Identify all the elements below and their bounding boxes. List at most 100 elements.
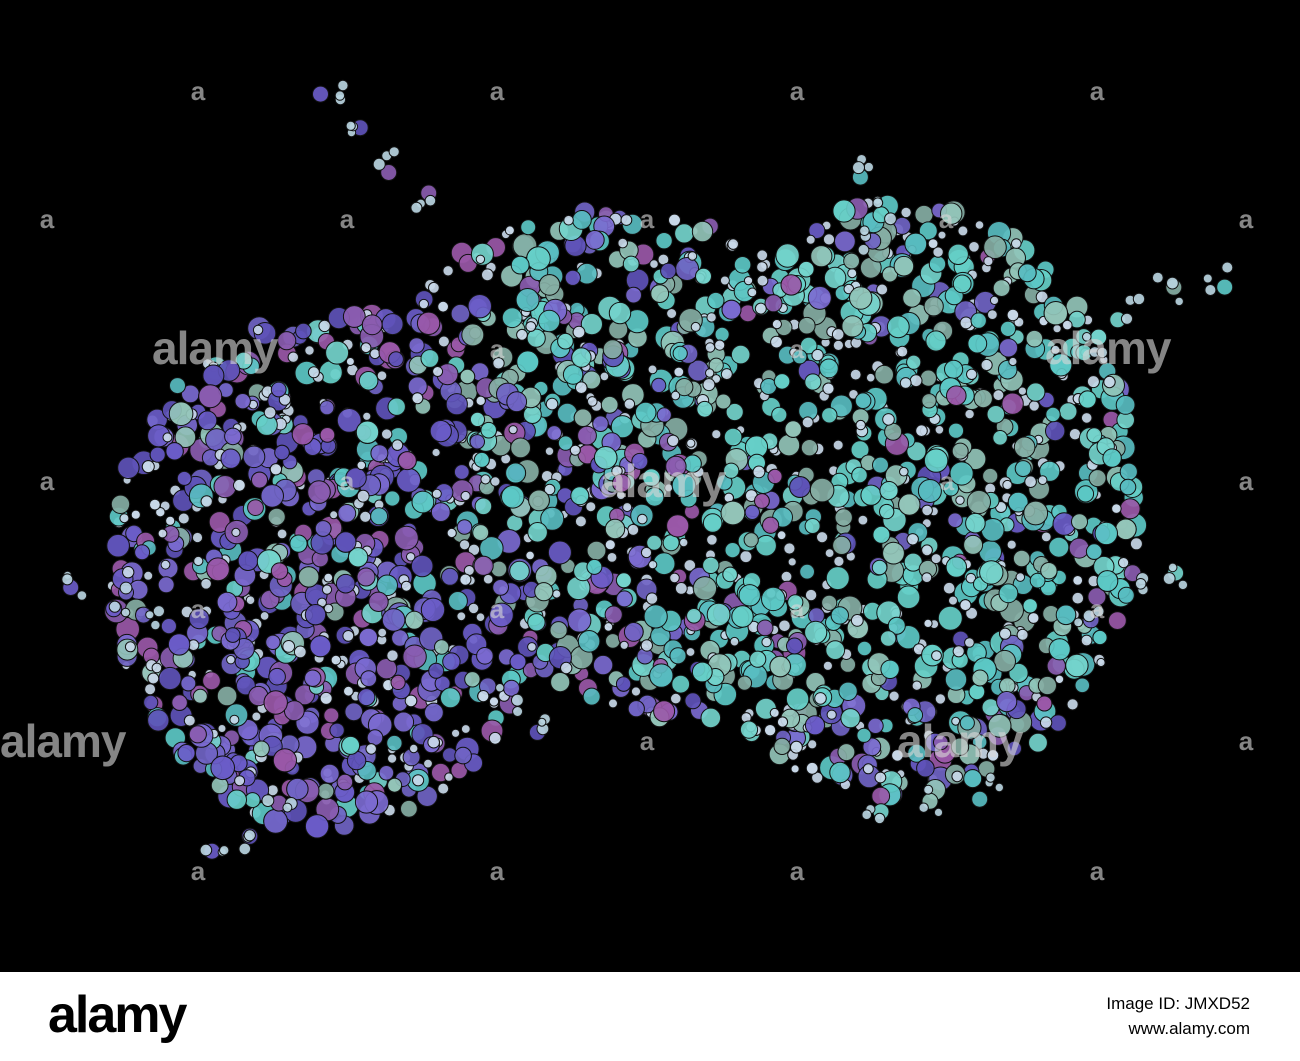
watermark-mark: a [790, 334, 805, 364]
atom [769, 655, 792, 678]
atom [1204, 284, 1217, 296]
atom [174, 426, 197, 449]
atom [986, 749, 1000, 762]
atom [198, 384, 223, 409]
atom [608, 301, 632, 325]
atom [723, 462, 740, 479]
atom [786, 637, 803, 655]
atom [1045, 406, 1061, 423]
atom [388, 146, 400, 158]
atom [809, 477, 835, 503]
atom [1177, 579, 1189, 591]
atom [980, 358, 993, 372]
atom [202, 671, 221, 691]
atom [480, 421, 498, 439]
atom [789, 476, 811, 498]
atom [411, 392, 424, 405]
atom [444, 772, 454, 782]
atom [904, 232, 928, 256]
atom [1102, 448, 1122, 468]
atom [165, 515, 176, 526]
atom [702, 513, 723, 533]
atom [323, 603, 334, 614]
atom [832, 199, 856, 223]
atom [775, 243, 800, 268]
atom [540, 506, 565, 531]
atom [604, 518, 626, 540]
atom [357, 688, 376, 707]
atom [876, 283, 889, 296]
atom [906, 533, 919, 546]
atom [923, 618, 933, 629]
atom [147, 709, 170, 732]
atom [702, 556, 720, 574]
atom [622, 255, 640, 273]
atom [515, 288, 540, 312]
atom [770, 335, 783, 349]
atom [902, 288, 922, 308]
atom [420, 349, 440, 368]
atom [915, 424, 928, 438]
atom [243, 829, 256, 842]
atom [564, 269, 581, 286]
atom [155, 507, 166, 518]
atom [749, 650, 767, 668]
atom [983, 256, 994, 267]
atom [124, 641, 136, 653]
atom [447, 591, 468, 611]
atom [686, 608, 702, 624]
atom [921, 504, 933, 517]
atom [147, 672, 160, 685]
atom [660, 262, 677, 280]
watermark-logo: alamy [152, 322, 279, 374]
atom [599, 371, 610, 382]
atom [527, 613, 546, 632]
atom [736, 675, 753, 691]
atom [1167, 562, 1178, 573]
atom [180, 675, 197, 692]
atom [176, 470, 192, 486]
atom [805, 234, 816, 245]
atom [490, 476, 501, 487]
watermark-logo: alamy [1045, 322, 1172, 374]
atom [1129, 537, 1143, 551]
atom [879, 630, 897, 647]
atom [608, 698, 618, 709]
atom [822, 382, 835, 395]
watermark-mark: a [490, 76, 505, 106]
atom [167, 633, 191, 656]
atom [951, 770, 964, 783]
image-id: Image ID: JMXD52 [1106, 994, 1250, 1013]
atom [377, 627, 388, 638]
atom [702, 378, 716, 392]
atom [669, 647, 687, 665]
atom [263, 406, 277, 419]
atom [245, 595, 256, 606]
atom [295, 322, 312, 340]
atom [1007, 491, 1029, 513]
atom [603, 622, 614, 632]
atom [776, 530, 787, 541]
atom [572, 210, 592, 230]
atom [1117, 586, 1135, 604]
atom [110, 494, 131, 514]
atom [387, 753, 398, 764]
atom [810, 245, 833, 268]
atom [488, 731, 502, 745]
atom [562, 364, 584, 385]
atom [456, 611, 467, 622]
atom [330, 654, 342, 666]
atom [423, 758, 433, 769]
atom [987, 309, 998, 321]
atom [872, 456, 889, 474]
atom [343, 685, 354, 697]
atom [464, 671, 481, 688]
atom [687, 251, 698, 261]
atom [268, 667, 286, 686]
atom [263, 690, 288, 715]
atom [238, 842, 252, 856]
atom [219, 845, 230, 856]
atom [1058, 402, 1078, 421]
atom [891, 749, 904, 762]
watermark-mark: a [790, 856, 805, 886]
